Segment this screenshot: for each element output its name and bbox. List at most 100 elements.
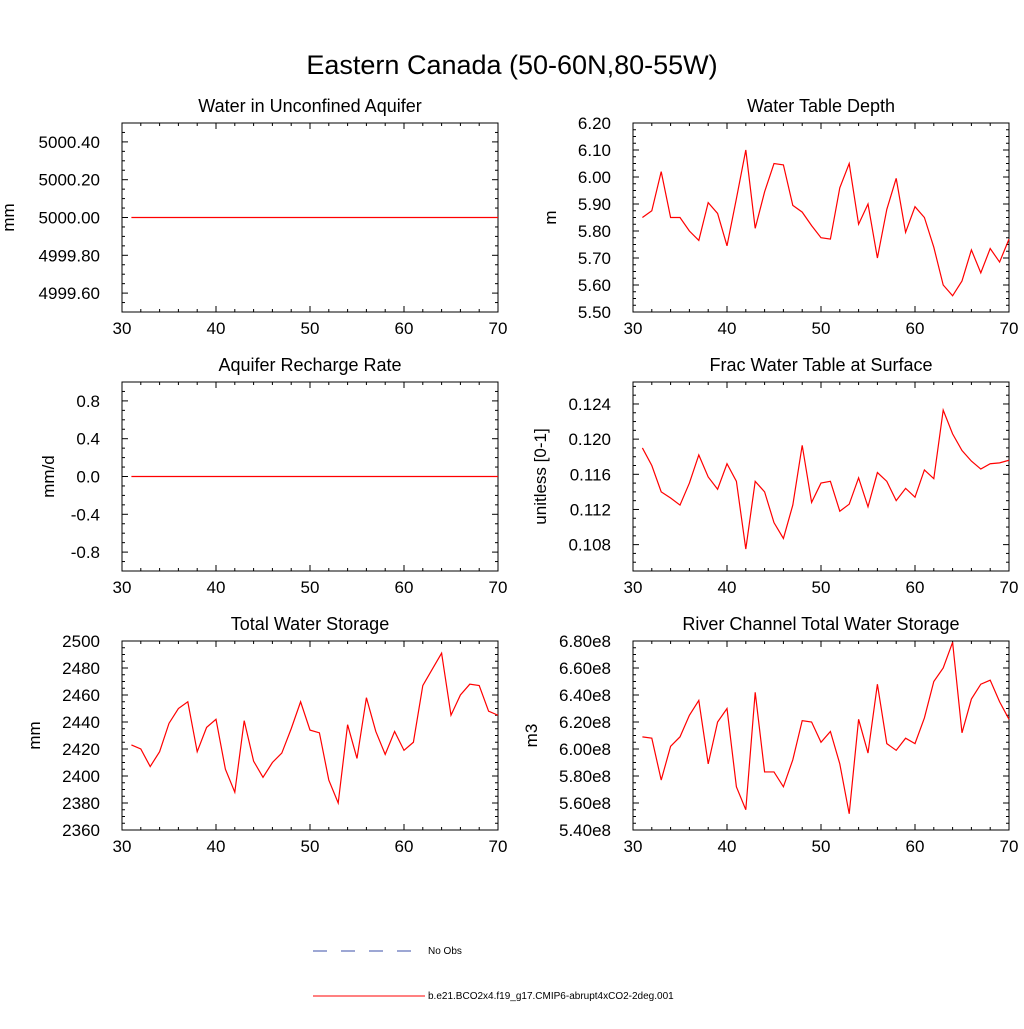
panel-total-water-storage: Total Water Storage mm 30 40 50 60 70 2360 2380 2… (25, 614, 507, 856)
legend: No Obs b.e21.BCO2x4.f19_g17.CMIP6-abrupt… (313, 946, 674, 1002)
series-line (131, 651, 499, 806)
y-tick-label: 2360 (62, 821, 100, 840)
x-tick-label: 60 (395, 837, 414, 856)
x-tick-label: 30 (624, 578, 643, 597)
y-tick-label: 2380 (62, 794, 100, 813)
panel-title: Water in Unconfined Aquifer (198, 96, 421, 116)
panel-water-in-unconfined-aquifer: Water in Unconfined Aquifer mm 30 40 50 60 70 4… (0, 96, 507, 338)
y-tick-label: 5.50 (578, 303, 611, 322)
x-tick-label: 70 (1000, 578, 1019, 597)
y-tick-label: 0.0 (76, 468, 100, 487)
series-line (641, 407, 1010, 550)
x-tick-label: 30 (113, 578, 132, 597)
plot-frame (121, 640, 499, 831)
legend-label-no-obs: No Obs (428, 946, 462, 957)
x-tick-label: 50 (301, 837, 320, 856)
panel-title: Total Water Storage (231, 614, 389, 634)
series-line (642, 642, 1010, 814)
x-tick-label: 70 (1000, 319, 1019, 338)
x-tick-label: 70 (489, 578, 508, 597)
y-tick-label: 5.60 (578, 276, 611, 295)
y-tick-label: 0.112 (570, 500, 611, 519)
y-tick-label: 6.20e8 (559, 713, 611, 732)
y-tick-label: 6.40e8 (559, 686, 611, 705)
y-tick-label: -0.8 (71, 543, 100, 562)
x-tick-label: 30 (113, 319, 132, 338)
x-tick-label: 40 (718, 837, 737, 856)
y-tick-label: -0.4 (71, 505, 100, 524)
y-tick-label: 6.60e8 (559, 659, 611, 678)
y-tick-label: 5.70 (578, 249, 611, 268)
x-tick-label: 70 (489, 319, 508, 338)
y-tick-label: 6.80e8 (559, 632, 611, 651)
x-tick-label: 50 (812, 319, 831, 338)
panel-title: Water Table Depth (747, 96, 895, 116)
y-axis-label: unitless [0-1] (531, 428, 550, 524)
x-tick-label: 70 (1000, 837, 1019, 856)
panel-title: Aquifer Recharge Rate (218, 355, 401, 375)
x-tick-label: 40 (718, 319, 737, 338)
panel-aquifer-recharge-rate: Aquifer Recharge Rate mm/d 30 40 50 60 70 -0.8 -… (39, 355, 507, 597)
x-tick-label: 60 (906, 578, 925, 597)
panel-title: Frac Water Table at Surface (709, 355, 932, 375)
y-tick-label: 5.80e8 (559, 767, 611, 786)
y-tick-label: 5.80 (578, 222, 611, 241)
x-tick-label: 60 (395, 319, 414, 338)
y-tick-label: 2400 (62, 767, 100, 786)
y-axis-label: m3 (522, 724, 541, 748)
x-tick-label: 40 (207, 319, 226, 338)
x-tick-label: 60 (906, 319, 925, 338)
y-tick-label: 6.10 (578, 141, 611, 160)
y-tick-label: 2500 (62, 632, 100, 651)
y-axis-label: mm/d (39, 455, 58, 498)
figure-title: Eastern Canada (50-60N,80-55W) (306, 50, 717, 80)
plot-frame (632, 381, 1010, 572)
y-tick-label: 4999.60 (39, 284, 100, 303)
x-tick-label: 50 (812, 578, 831, 597)
y-tick-label: 5000.00 (39, 209, 100, 228)
x-tick-label: 40 (207, 578, 226, 597)
y-tick-label: 0.124 (568, 395, 611, 414)
x-tick-label: 40 (207, 837, 226, 856)
y-tick-label: 2440 (62, 713, 100, 732)
x-tick-label: 30 (624, 837, 643, 856)
y-tick-label: 0.108 (568, 536, 611, 555)
y-tick-label: 0.8 (76, 392, 100, 411)
x-tick-label: 50 (301, 319, 320, 338)
x-tick-label: 50 (301, 578, 320, 597)
panel-water-table-depth: Water Table Depth m 30 40 50 60 70 5.50 5.60 5.70… (541, 96, 1018, 338)
y-tick-label: 5000.20 (39, 171, 100, 190)
y-axis-label: mm (25, 721, 44, 749)
y-tick-label: 6.20 (578, 114, 611, 133)
legend-label-model-run: b.e21.BCO2x4.f19_g17.CMIP6-abrupt4xCO2-2… (428, 991, 674, 1002)
plot-frame (632, 122, 1010, 313)
panel-frac-water-table-at-surface: Frac Water Table at Surface unitless [0-1… (531, 355, 1018, 597)
y-tick-label: 4999.80 (39, 246, 100, 265)
x-tick-label: 60 (395, 578, 414, 597)
y-tick-label: 5000.40 (39, 133, 100, 152)
x-tick-label: 50 (812, 837, 831, 856)
y-tick-label: 0.120 (568, 430, 611, 449)
x-tick-label: 70 (489, 837, 508, 856)
panel-river-channel-total-water-storage: River Channel Total Water Storage m3 30 40 5… (522, 614, 1018, 856)
y-tick-label: 5.90 (578, 195, 611, 214)
y-axis-label: m (541, 210, 560, 224)
plot-frame (632, 640, 1010, 831)
x-tick-label: 30 (624, 319, 643, 338)
y-tick-label: 5.60e8 (559, 794, 611, 813)
y-tick-label: 5.40e8 (559, 821, 611, 840)
x-tick-label: 60 (906, 837, 925, 856)
y-tick-label: 2480 (62, 659, 100, 678)
x-tick-label: 40 (718, 578, 737, 597)
y-axis-label: mm (0, 203, 18, 231)
x-tick-label: 30 (113, 837, 132, 856)
y-tick-label: 2460 (62, 686, 100, 705)
y-tick-label: 6.00 (578, 168, 611, 187)
y-tick-label: 6.00e8 (559, 740, 611, 759)
y-tick-label: 0.4 (76, 430, 100, 449)
y-tick-label: 2420 (62, 740, 100, 759)
y-tick-label: 0.116 (570, 465, 611, 484)
panel-title: River Channel Total Water Storage (682, 614, 959, 634)
